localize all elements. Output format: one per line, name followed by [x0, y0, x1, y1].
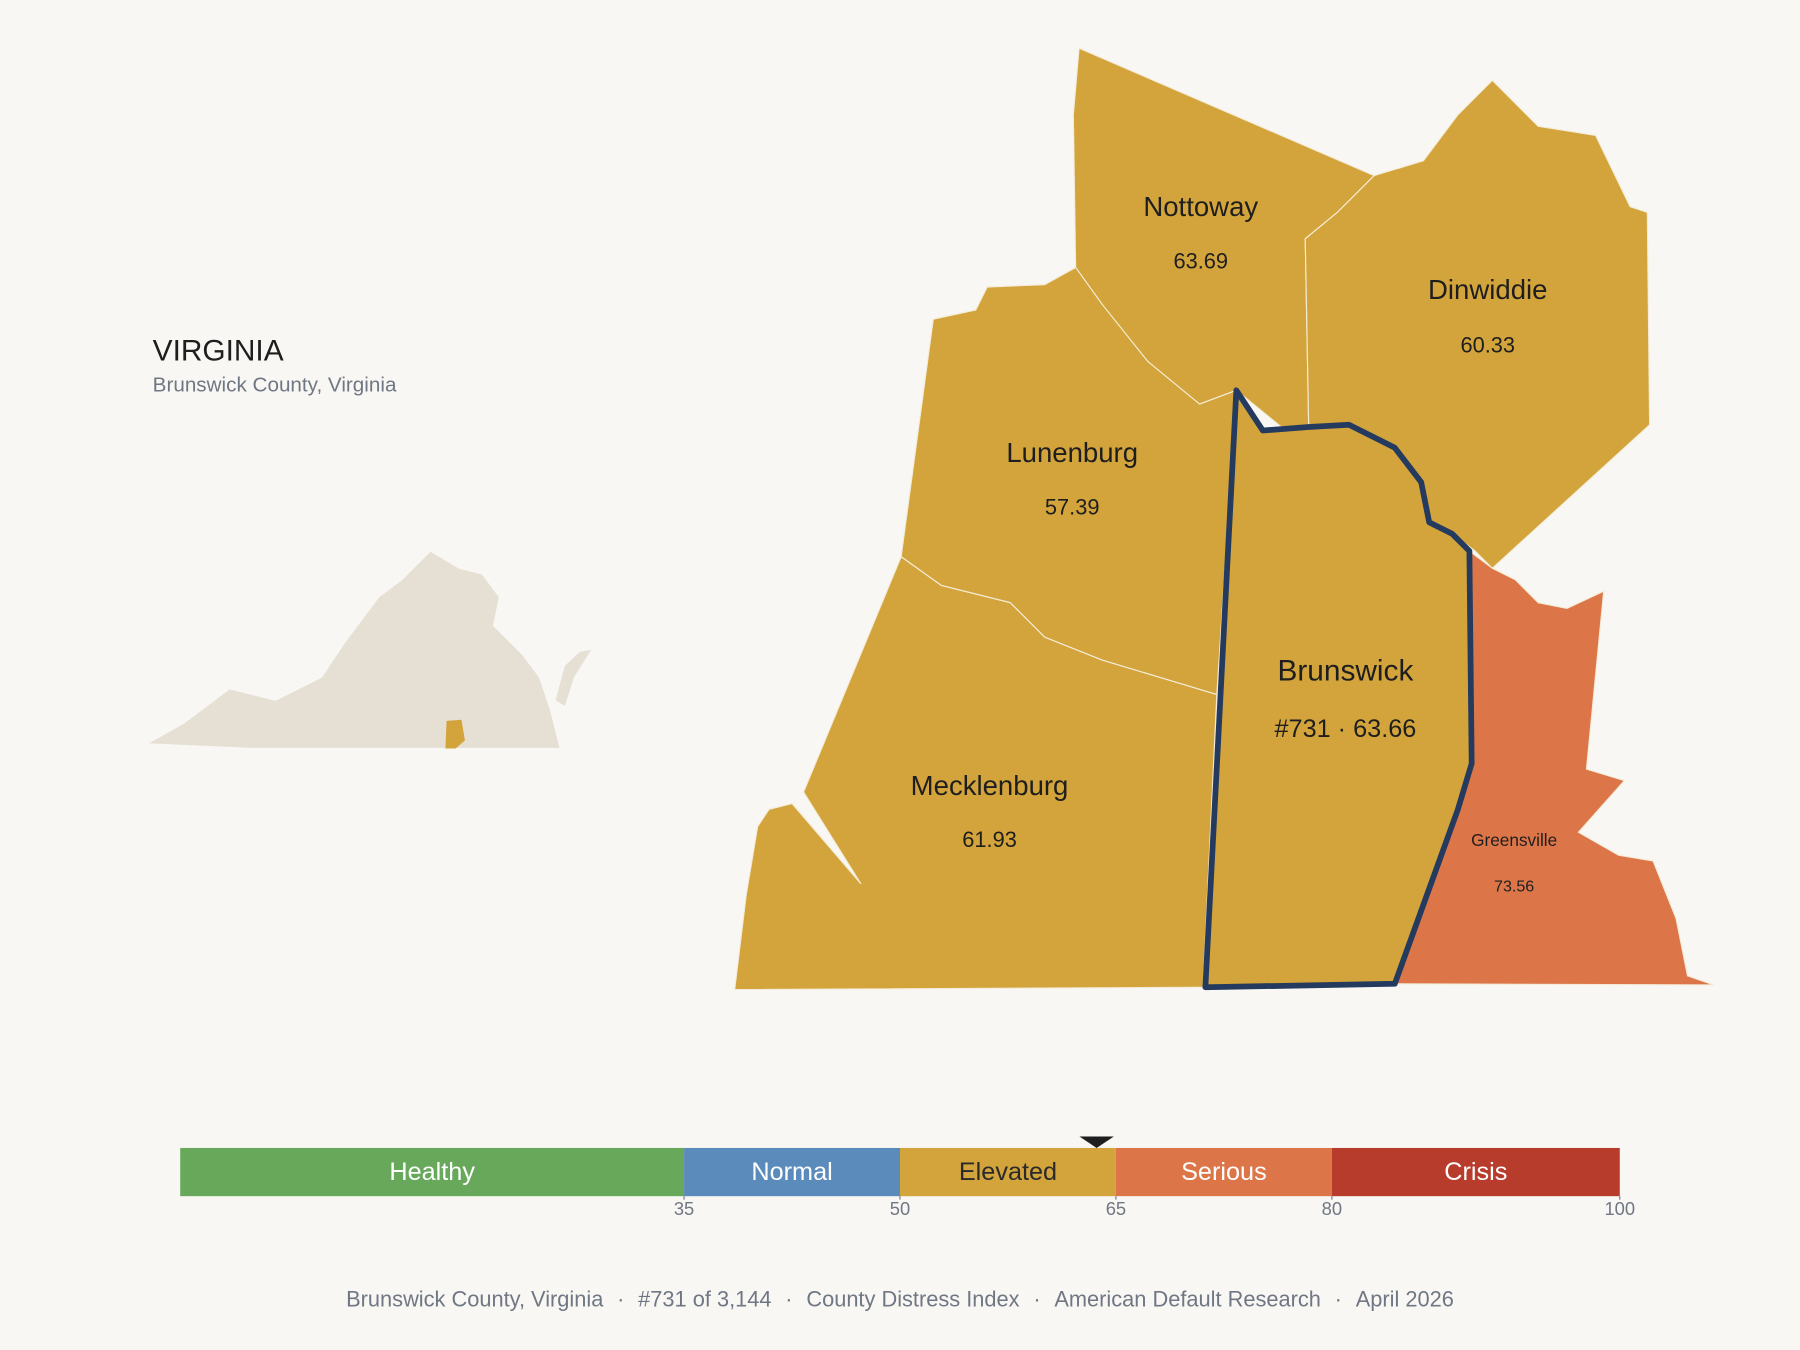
- value-marker: [1079, 1136, 1114, 1148]
- county-labels: Nottoway 63.69 Dinwiddie 60.33 Lunenburg 57.3…: [911, 191, 1558, 895]
- county-value: 63.69: [1173, 249, 1228, 274]
- county-name: Dinwiddie: [1428, 274, 1547, 305]
- scale-band: [900, 1147, 1116, 1197]
- footer-part: April 2026: [1356, 1286, 1454, 1311]
- county-name: Greensville: [1471, 830, 1557, 850]
- counties: [734, 47, 1715, 991]
- footer-separator: ·: [785, 1286, 792, 1311]
- county-value: 60.33: [1460, 332, 1515, 357]
- county-value: 61.93: [962, 827, 1017, 852]
- footer-part: #731 of 3,144: [638, 1286, 771, 1311]
- eastern-shore: [555, 649, 592, 706]
- county-value: #731 · 63.66: [1275, 715, 1417, 743]
- scale-tick-label: 50: [890, 1198, 910, 1219]
- county-shape: [734, 555, 1218, 991]
- footer-separator: ·: [1033, 1286, 1040, 1311]
- footer-part: Brunswick County, Virginia: [346, 1286, 604, 1311]
- footer-separator: ·: [1335, 1286, 1342, 1311]
- band-label: Elevated: [959, 1158, 1057, 1186]
- band-label: Healthy: [389, 1158, 475, 1186]
- scale-band: [1115, 1147, 1332, 1197]
- scale-bar: Healthy Normal Elevated Serious Crisis 35 50 65…: [180, 1136, 1635, 1219]
- title: VIRGINIA: [153, 334, 284, 367]
- selected-outline: [1202, 387, 1475, 991]
- footer-separator: ·: [617, 1286, 624, 1311]
- scale-tick-label: 65: [1106, 1198, 1126, 1219]
- footer-part: American Default Research: [1054, 1286, 1321, 1311]
- footer: Brunswick County, Virginia · #731 of 3,144…: [346, 1286, 1454, 1311]
- scale-band: [1331, 1147, 1620, 1197]
- county-value: 73.56: [1494, 878, 1534, 896]
- scale-tick-label: 100: [1604, 1198, 1635, 1219]
- county-name: Mecklenburg: [911, 770, 1069, 801]
- scale-band: [684, 1147, 900, 1197]
- scale-band: [180, 1147, 685, 1197]
- band-label: Crisis: [1444, 1158, 1507, 1186]
- scale-tick-label: 35: [674, 1198, 694, 1219]
- county-name: Lunenburg: [1006, 437, 1138, 468]
- locator-highlight: [445, 719, 465, 749]
- subtitle: Brunswick County, Virginia: [153, 373, 397, 396]
- band-label: Serious: [1181, 1158, 1267, 1186]
- band-label: Normal: [751, 1158, 832, 1186]
- virginia-shape: [144, 550, 561, 750]
- scale-tick-label: 80: [1322, 1198, 1342, 1219]
- footer-part: County Distress Index: [806, 1286, 1019, 1311]
- county-value: 57.39: [1045, 494, 1100, 519]
- state-locator: [144, 550, 592, 750]
- county-name: Brunswick: [1277, 655, 1413, 688]
- county-name: Nottoway: [1143, 191, 1258, 222]
